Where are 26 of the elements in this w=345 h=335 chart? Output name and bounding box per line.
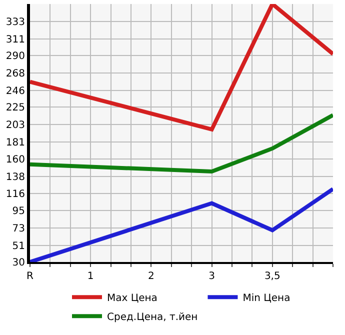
line-series	[30, 113, 333, 174]
y-tick-label: 246	[6, 86, 25, 98]
x-tick-label: 2	[148, 271, 154, 282]
y-tick-label: 138	[6, 172, 25, 183]
line-series	[30, 186, 333, 262]
x-tick-label: 1	[87, 271, 94, 282]
legend-label: Max Цена	[107, 293, 158, 304]
y-tick-label: 290	[6, 51, 25, 62]
legend-label: Сред.Цена, т.йен	[107, 312, 198, 324]
y-tick-label: 73	[12, 223, 25, 234]
y-tick-label: 51	[12, 240, 25, 252]
line-series	[30, 4, 333, 132]
y-tick-label: 116	[6, 189, 25, 200]
y-tick-label: 95	[12, 206, 25, 217]
x-tick-label: 3,5	[264, 271, 280, 282]
y-tick-label: 203	[6, 120, 25, 132]
y-tick-label: 160	[6, 154, 25, 166]
y-tick-label: 225	[6, 102, 25, 114]
legend-label: Min Цена	[242, 293, 290, 304]
y-tick-label: 268	[6, 68, 25, 80]
y-tick-label: 30	[12, 258, 25, 268]
x-tick-label: R	[26, 271, 34, 282]
y-tick-label: 333	[6, 16, 25, 28]
y-tick-label: 311	[6, 34, 25, 46]
x-tick-label: 3	[208, 271, 215, 282]
y-tick-label: 181	[6, 138, 25, 149]
